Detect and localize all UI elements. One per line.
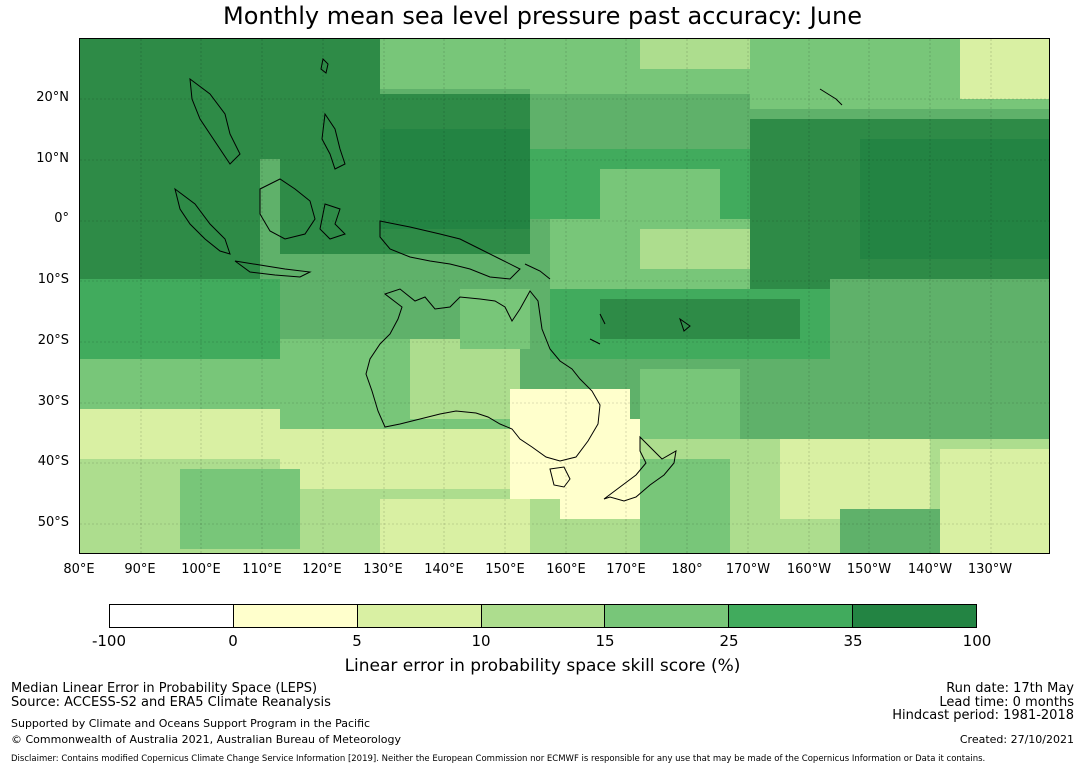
footer-support: Supported by Climate and Oceans Support … — [11, 717, 371, 730]
colorbar-tick: 0 — [228, 632, 238, 650]
colorbar-segment — [110, 605, 234, 627]
colorbar-tick: 10 — [471, 632, 491, 650]
colorbar-segment — [357, 605, 482, 627]
footer-hindcast: Hindcast period: 1981-2018 — [892, 708, 1074, 723]
new-zealand-outline — [603, 435, 677, 502]
lat-label-50s: 50°S — [37, 515, 69, 530]
lon-label-90e: 90°E — [124, 562, 156, 577]
lat-label-10s: 10°S — [37, 272, 69, 287]
colorbar-tick: 35 — [843, 632, 863, 650]
lon-label-160w: 160°W — [786, 562, 832, 577]
skill-map — [79, 38, 1050, 554]
colorbar-tick: 100 — [962, 632, 992, 650]
colorbar-tick: 25 — [719, 632, 739, 650]
philippines-outline — [321, 112, 346, 170]
lon-label-150w: 150°W — [846, 562, 892, 577]
skill-map-canvas — [80, 39, 1049, 553]
new-guinea-outline — [379, 220, 521, 280]
lon-label-160e: 160°E — [546, 562, 586, 577]
lat-label-10n: 10°N — [36, 151, 69, 166]
lon-label-110e: 110°E — [242, 562, 282, 577]
colorbar-segment — [233, 605, 358, 627]
colorbar-segment — [729, 605, 854, 627]
colorbar-segment — [481, 605, 606, 627]
colorbar-segment — [605, 605, 730, 627]
footer-run-date: Run date: 17th May — [946, 681, 1074, 696]
footer-disclaimer: Disclaimer: Contains modified Copernicus… — [11, 754, 986, 764]
hawaii-outline — [819, 88, 843, 106]
colorbar-tick: 15 — [595, 632, 615, 650]
lat-label-0: 0° — [54, 211, 69, 226]
lat-label-20n: 20°N — [36, 90, 69, 105]
lon-label-170w: 170°W — [725, 562, 771, 577]
colorbar-tick: -100 — [91, 632, 127, 650]
java-outline — [234, 260, 312, 278]
taiwan-outline — [320, 57, 329, 74]
lon-label-130e: 130°E — [363, 562, 403, 577]
tasmania-outline — [549, 466, 571, 488]
lon-label-140w: 140°W — [907, 562, 953, 577]
coastlines — [174, 57, 843, 502]
map-title: Monthly mean sea level pressure past acc… — [222, 2, 862, 30]
lon-label-130w: 130°W — [967, 562, 1013, 577]
footer-leps: Median Linear Error in Probability Space… — [11, 681, 318, 696]
lat-label-20s: 20°S — [37, 333, 69, 348]
borneo-outline — [259, 178, 316, 240]
footer-lead-time: Lead time: 0 months — [939, 695, 1074, 710]
lon-label-100e: 100°E — [181, 562, 221, 577]
colorbar-tick: 5 — [352, 632, 362, 650]
sumatra-outline — [174, 187, 231, 255]
indochina-outline — [189, 77, 241, 165]
lon-label-150e: 150°E — [485, 562, 525, 577]
footer-copyright: © Commonwealth of Australia 2021, Austra… — [11, 733, 401, 746]
sulawesi-outline — [319, 203, 346, 240]
lon-label-80e: 80°E — [63, 562, 95, 577]
lon-label-170e: 170°E — [606, 562, 646, 577]
lat-label-40s: 40°S — [37, 454, 69, 469]
lon-label-180: 180° — [671, 562, 703, 577]
gridlines — [80, 39, 1049, 553]
colorbar-segment — [853, 605, 977, 627]
footer-created: Created: 27/10/2021 — [959, 733, 1074, 746]
colorbar-label: Linear error in probability space skill … — [344, 656, 741, 676]
colorbar — [109, 604, 977, 628]
lat-label-30s: 30°S — [37, 394, 69, 409]
australia-outline — [365, 288, 601, 462]
lon-label-140e: 140°E — [424, 562, 464, 577]
footer-source: Source: ACCESS-S2 and ERA5 Climate Reana… — [11, 695, 331, 710]
lon-label-120e: 120°E — [302, 562, 342, 577]
